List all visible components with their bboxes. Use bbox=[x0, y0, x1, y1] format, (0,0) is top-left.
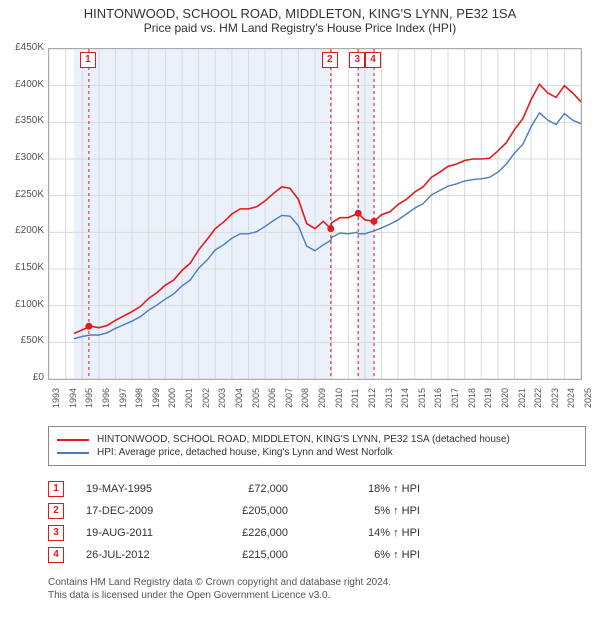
x-tick-label: 2024 bbox=[566, 388, 576, 408]
x-tick-label: 2018 bbox=[467, 388, 477, 408]
sale-marker-1: 1 bbox=[80, 52, 96, 68]
sale-price: £215,000 bbox=[208, 549, 288, 561]
sale-diff: 14% ↑ HPI bbox=[310, 527, 420, 539]
x-tick-label: 2007 bbox=[284, 388, 294, 408]
sale-marker-4: 4 bbox=[365, 52, 381, 68]
attribution-line: Contains HM Land Registry data © Crown c… bbox=[48, 576, 568, 589]
x-tick-label: 2019 bbox=[483, 388, 493, 408]
x-tick-label: 2020 bbox=[500, 388, 510, 408]
chart bbox=[48, 48, 582, 380]
x-tick-label: 2003 bbox=[217, 388, 227, 408]
x-tick-label: 1999 bbox=[151, 388, 161, 408]
legend-label: HPI: Average price, detached house, King… bbox=[97, 447, 393, 458]
sale-diff: 18% ↑ HPI bbox=[310, 483, 420, 495]
x-tick-label: 2002 bbox=[201, 388, 211, 408]
y-tick-label: £0 bbox=[0, 372, 44, 383]
sale-date: 17-DEC-2009 bbox=[86, 505, 186, 517]
x-tick-label: 2017 bbox=[450, 388, 460, 408]
attribution: Contains HM Land Registry data © Crown c… bbox=[48, 576, 568, 602]
x-tick-label: 2025 bbox=[583, 388, 593, 408]
x-tick-label: 1994 bbox=[68, 388, 78, 408]
y-tick-label: £450K bbox=[0, 42, 44, 53]
y-tick-label: £300K bbox=[0, 152, 44, 163]
y-tick-label: £200K bbox=[0, 225, 44, 236]
sale-date: 26-JUL-2012 bbox=[86, 549, 186, 561]
x-tick-label: 2012 bbox=[367, 388, 377, 408]
x-tick-label: 2013 bbox=[384, 388, 394, 408]
sales-table: 1 19-MAY-1995 £72,000 18% ↑ HPI 2 17-DEC-2009… bbox=[48, 478, 568, 566]
sale-price: £205,000 bbox=[208, 505, 288, 517]
sale-date: 19-AUG-2011 bbox=[86, 527, 186, 539]
x-tick-label: 2004 bbox=[234, 388, 244, 408]
x-tick-label: 2001 bbox=[184, 388, 194, 408]
sale-marker-3: 3 bbox=[349, 52, 365, 68]
x-tick-label: 2009 bbox=[317, 388, 327, 408]
y-tick-label: £400K bbox=[0, 79, 44, 90]
x-tick-label: 1995 bbox=[84, 388, 94, 408]
sale-marker-icon: 4 bbox=[48, 547, 64, 563]
legend-item-hpi: HPI: Average price, detached house, King… bbox=[57, 446, 577, 459]
x-tick-label: 2008 bbox=[300, 388, 310, 408]
legend-label: HINTONWOOD, SCHOOL ROAD, MIDDLETON, KING… bbox=[97, 434, 510, 445]
x-tick-label: 2014 bbox=[400, 388, 410, 408]
sale-price: £226,000 bbox=[208, 527, 288, 539]
sale-price: £72,000 bbox=[208, 483, 288, 495]
page-title: HINTONWOOD, SCHOOL ROAD, MIDDLETON, KING… bbox=[0, 0, 600, 21]
y-tick-label: £150K bbox=[0, 262, 44, 273]
x-tick-label: 1993 bbox=[51, 388, 61, 408]
sale-date: 19-MAY-1995 bbox=[86, 483, 186, 495]
x-tick-label: 2015 bbox=[417, 388, 427, 408]
attribution-line: This data is licensed under the Open Gov… bbox=[48, 589, 568, 602]
legend-swatch bbox=[57, 439, 89, 441]
x-tick-label: 2006 bbox=[267, 388, 277, 408]
x-tick-label: 2000 bbox=[167, 388, 177, 408]
x-tick-label: 2011 bbox=[350, 389, 360, 408]
page-subtitle: Price paid vs. HM Land Registry's House … bbox=[0, 21, 600, 39]
legend: HINTONWOOD, SCHOOL ROAD, MIDDLETON, KING… bbox=[48, 426, 586, 466]
x-tick-label: 2022 bbox=[533, 388, 543, 408]
y-tick-label: £50K bbox=[0, 335, 44, 346]
x-tick-label: 1998 bbox=[134, 388, 144, 408]
sale-diff: 6% ↑ HPI bbox=[310, 549, 420, 561]
x-tick-label: 1997 bbox=[118, 388, 128, 408]
legend-item-primary: HINTONWOOD, SCHOOL ROAD, MIDDLETON, KING… bbox=[57, 433, 577, 446]
sales-row: 2 17-DEC-2009 £205,000 5% ↑ HPI bbox=[48, 500, 568, 522]
sale-marker-2: 2 bbox=[322, 52, 338, 68]
x-tick-label: 2021 bbox=[517, 388, 527, 408]
sales-row: 3 19-AUG-2011 £226,000 14% ↑ HPI bbox=[48, 522, 568, 544]
x-tick-label: 2023 bbox=[550, 388, 560, 408]
x-tick-label: 2016 bbox=[433, 388, 443, 408]
sale-marker-icon: 3 bbox=[48, 525, 64, 541]
y-tick-label: £250K bbox=[0, 189, 44, 200]
x-tick-label: 2010 bbox=[334, 388, 344, 408]
legend-swatch bbox=[57, 452, 89, 454]
y-tick-label: £350K bbox=[0, 115, 44, 126]
sale-marker-icon: 1 bbox=[48, 481, 64, 497]
sales-row: 1 19-MAY-1995 £72,000 18% ↑ HPI bbox=[48, 478, 568, 500]
x-tick-label: 1996 bbox=[101, 388, 111, 408]
sale-diff: 5% ↑ HPI bbox=[310, 505, 420, 517]
sales-row: 4 26-JUL-2012 £215,000 6% ↑ HPI bbox=[48, 544, 568, 566]
x-tick-label: 2005 bbox=[251, 388, 261, 408]
y-tick-label: £100K bbox=[0, 299, 44, 310]
chart-svg bbox=[49, 49, 581, 379]
sale-marker-icon: 2 bbox=[48, 503, 64, 519]
